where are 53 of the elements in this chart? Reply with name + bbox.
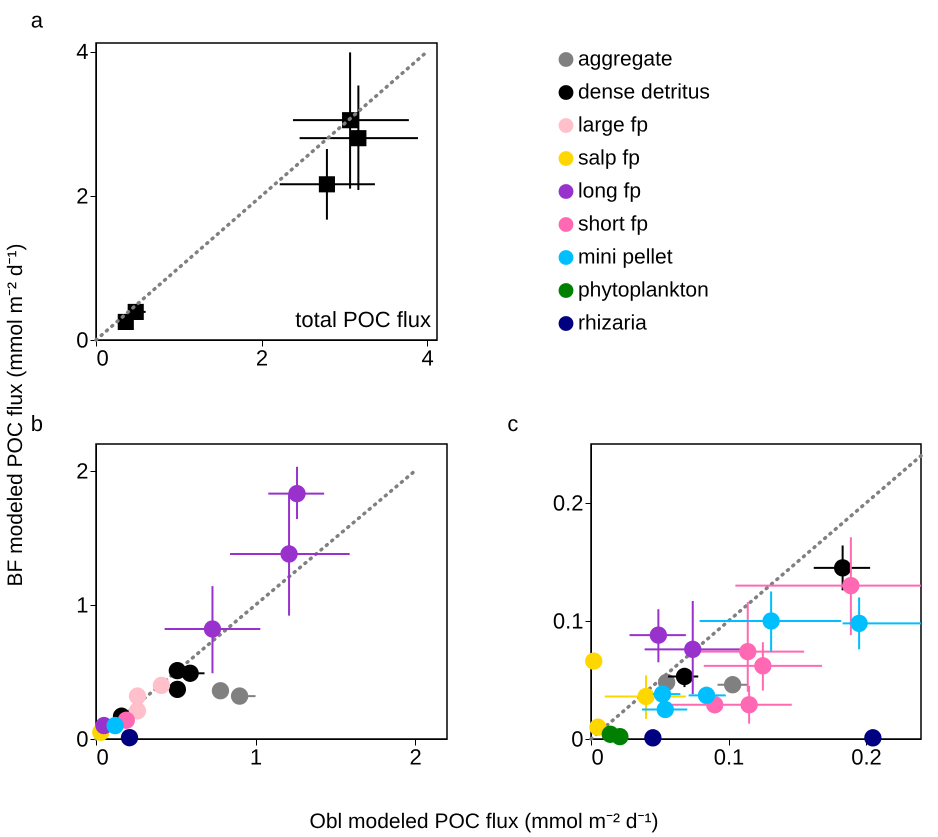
point: [644, 729, 662, 746]
legend-label: large fp: [578, 114, 648, 136]
point: [834, 559, 852, 577]
x-tick-label: 2: [256, 346, 268, 370]
point: [650, 626, 668, 644]
point: [864, 729, 882, 746]
point: [656, 700, 674, 718]
legend-label: salp fp: [578, 146, 640, 170]
legend-label: dense detritus: [578, 80, 710, 104]
legend-label: rhizaria: [578, 312, 648, 334]
point: [754, 657, 772, 674]
x-tick-label: 4: [421, 346, 434, 370]
x-tick-label: 1: [250, 744, 262, 770]
point: [762, 612, 780, 630]
point: [739, 643, 756, 660]
point: [724, 676, 742, 694]
y-tick-label: 2: [76, 183, 88, 208]
legend-label: long fp: [578, 180, 642, 202]
point: [698, 686, 716, 704]
legend-label: aggregate: [578, 48, 673, 70]
y-tick-label: 0: [76, 328, 88, 352]
chart-title: b: [30, 411, 44, 436]
y-tick-label: 0.1: [552, 608, 584, 634]
x-tick-label: 0.2: [851, 744, 882, 770]
point: [676, 668, 694, 686]
x-axis-title: Obl modeled POC flux (mmol m⁻² d⁻¹): [310, 810, 658, 833]
legend-label: short fp: [578, 212, 648, 236]
legend-label: phytoplankton: [578, 278, 709, 302]
x-tick-label: 0: [592, 744, 604, 770]
y-tick-label: 4: [76, 39, 88, 64]
point: [654, 686, 672, 703]
point: [850, 614, 868, 632]
point: [740, 696, 758, 714]
annotation: total POC flux: [295, 307, 431, 332]
legend-label: mini pellet: [578, 246, 673, 268]
point: [842, 576, 860, 594]
y-tick-label: 2: [76, 458, 88, 484]
point: [611, 728, 629, 746]
chart-title: c: [507, 411, 518, 436]
point: [684, 640, 702, 658]
y-tick-label: 1: [76, 592, 88, 618]
x-tick-label: 0.1: [714, 744, 744, 770]
y-axis-title: BF modeled POC flux (mmol m⁻² d⁻¹): [4, 243, 27, 587]
x-tick-label: 2: [409, 744, 422, 770]
x-tick-label: 0: [96, 346, 109, 370]
y-tick-label: 0: [571, 726, 584, 752]
y-tick-label: 0.2: [552, 490, 584, 516]
x-tick-label: 0: [96, 744, 109, 770]
chart-title: a: [30, 8, 44, 33]
point: [589, 718, 607, 736]
point: [585, 652, 602, 670]
point: [637, 688, 655, 706]
y-tick-label: 0: [76, 726, 88, 752]
